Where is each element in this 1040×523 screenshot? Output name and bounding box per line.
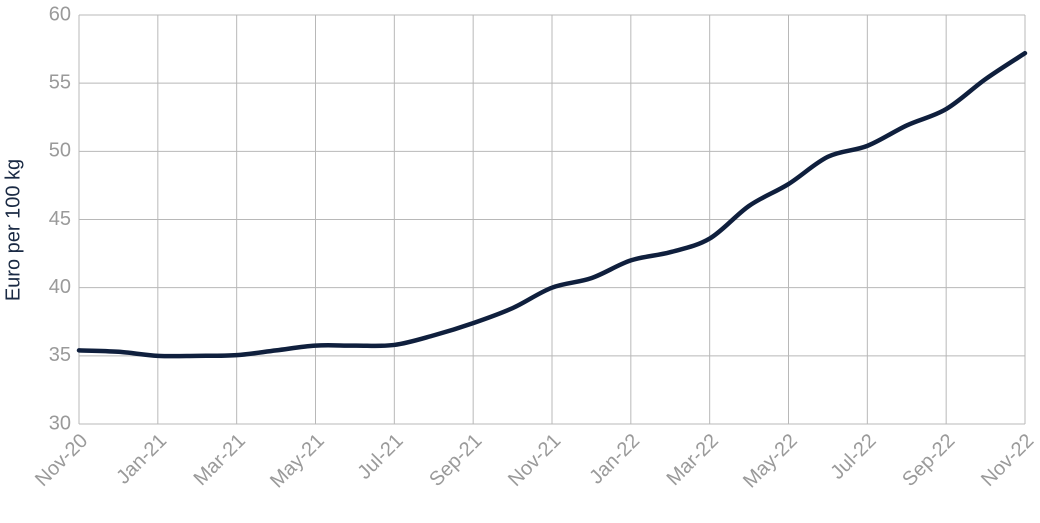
x-tick-label: Nov-20 [31, 430, 92, 491]
x-tick-label: Mar-22 [663, 430, 723, 490]
y-tick-label: 40 [49, 276, 71, 298]
x-tick-label: May-21 [266, 430, 329, 493]
y-tick-label: 45 [49, 208, 71, 230]
x-tick-label: Jan-22 [585, 430, 644, 489]
x-tick-label: Mar-21 [190, 430, 250, 490]
y-axis-label: Euro per 100 kg [2, 159, 24, 301]
y-tick-label: 60 [49, 3, 71, 25]
y-tick-label: 30 [49, 412, 71, 434]
x-tick-label: Sep-21 [425, 430, 486, 491]
line [76, 50, 1028, 359]
y-tick-label: 50 [49, 140, 71, 162]
x-tick-label: Nov-22 [977, 430, 1038, 491]
y-tick-label: 35 [49, 344, 71, 366]
y-tick-label: 55 [49, 71, 71, 93]
x-tick-label: Sep-22 [898, 430, 959, 491]
x-tick-label: Jan-21 [112, 430, 171, 489]
x-tick-label: Nov-21 [504, 430, 565, 491]
x-tick-label: Jul-22 [827, 430, 881, 484]
x-tick-label: Jul-21 [354, 430, 408, 484]
x-tick-label: May-22 [739, 430, 802, 493]
